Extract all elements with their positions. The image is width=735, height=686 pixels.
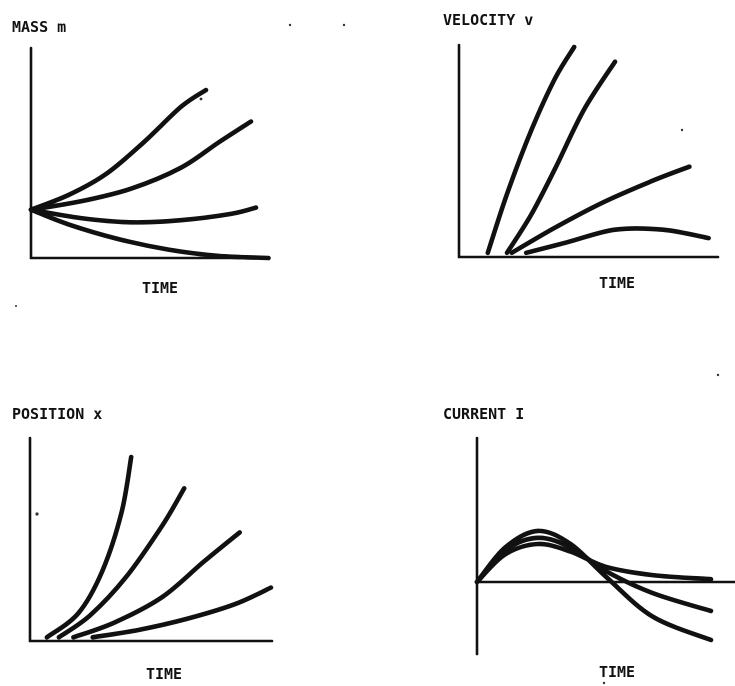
series-line-3 — [28, 205, 259, 225]
panel-position: POSITION x TIME — [12, 405, 274, 683]
series-line-4 — [90, 585, 274, 640]
plot-lines — [44, 454, 274, 640]
speck — [288, 23, 292, 27]
chart-title: CURRENT I — [443, 405, 524, 423]
plot-lines — [474, 528, 714, 643]
series-line-3 — [474, 541, 714, 585]
x-axis-label: TIME — [599, 663, 635, 681]
series-line-2 — [28, 119, 254, 212]
series-line-4 — [28, 207, 271, 261]
panel-current: CURRENT I TIME — [443, 405, 735, 681]
series-line-1 — [44, 454, 134, 640]
series-line-3 — [509, 164, 692, 256]
speck — [716, 373, 720, 377]
axes — [457, 43, 720, 259]
chart-title: MASS m — [12, 18, 66, 36]
chart-title: POSITION x — [12, 405, 102, 423]
series-line-2 — [504, 59, 618, 256]
speck — [199, 97, 203, 101]
axes — [28, 436, 274, 643]
speck — [342, 23, 346, 27]
x-axis-label: TIME — [599, 274, 635, 292]
x-axis-label: TIME — [142, 279, 178, 297]
speck — [15, 305, 17, 307]
scan-specks — [15, 23, 720, 685]
series-line-3 — [71, 530, 242, 640]
chart-title: VELOCITY v — [443, 11, 533, 29]
axes — [29, 46, 270, 260]
plot-lines — [28, 87, 271, 261]
series-line-1 — [28, 87, 209, 212]
speck — [680, 128, 684, 132]
series-line-1 — [485, 44, 577, 256]
series-line-2 — [474, 535, 714, 614]
series-line-4 — [523, 226, 711, 256]
panel-velocity: VELOCITY v TIME — [443, 11, 720, 292]
speck — [602, 681, 606, 685]
panel-mass: MASS m TIME — [12, 18, 271, 297]
plot-lines — [485, 44, 711, 256]
x-axis-label: TIME — [146, 665, 182, 683]
series-line-2 — [56, 486, 187, 640]
speck — [35, 512, 39, 516]
